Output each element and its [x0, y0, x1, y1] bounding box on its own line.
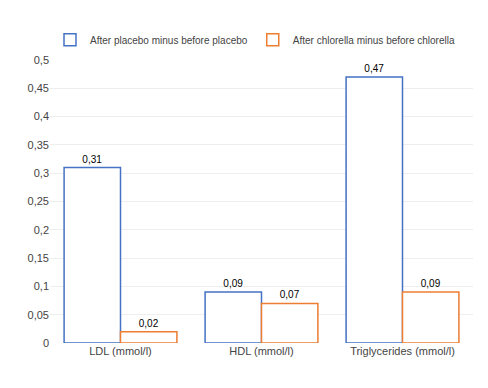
- svg-text:0,25: 0,25: [28, 195, 49, 207]
- svg-text:LDL (mmol/l): LDL (mmol/l): [89, 345, 152, 357]
- svg-text:0,07: 0,07: [280, 289, 300, 300]
- svg-text:After placebo minus before pla: After placebo minus before placebo: [90, 35, 248, 46]
- svg-text:0,09: 0,09: [223, 278, 243, 289]
- svg-text:0,35: 0,35: [28, 139, 49, 151]
- svg-text:0,09: 0,09: [421, 278, 441, 289]
- svg-text:0,31: 0,31: [82, 154, 102, 165]
- svg-text:0,4: 0,4: [34, 110, 49, 122]
- svg-text:0,2: 0,2: [34, 224, 49, 236]
- svg-text:0,5: 0,5: [34, 54, 49, 66]
- svg-text:0,05: 0,05: [28, 309, 49, 321]
- svg-text:HDL (mmol/l): HDL (mmol/l): [229, 345, 293, 357]
- svg-text:0: 0: [43, 337, 49, 349]
- svg-text:0,3: 0,3: [34, 167, 49, 179]
- svg-text:After chlorella minus before c: After chlorella minus before chlorella: [293, 35, 455, 46]
- svg-text:Triglycerides (mmol/l): Triglycerides (mmol/l): [350, 345, 455, 357]
- svg-text:0,02: 0,02: [139, 318, 159, 329]
- svg-text:0,1: 0,1: [34, 280, 49, 292]
- svg-text:0,47: 0,47: [364, 63, 384, 74]
- svg-text:0,15: 0,15: [28, 252, 49, 264]
- svg-text:0,45: 0,45: [28, 82, 49, 94]
